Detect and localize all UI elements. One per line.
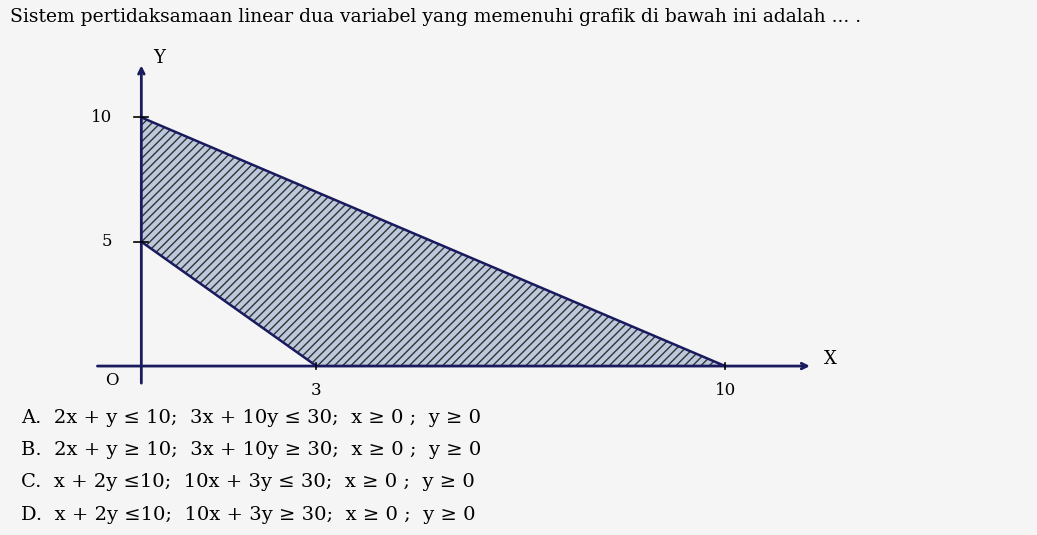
Text: Y: Y bbox=[152, 49, 165, 67]
Text: X: X bbox=[823, 349, 837, 368]
Text: D.  x + 2y ≤10;  10x + 3y ≥ 30;  x ≥ 0 ;  y ≥ 0: D. x + 2y ≤10; 10x + 3y ≥ 30; x ≥ 0 ; y … bbox=[21, 506, 475, 524]
Text: 3: 3 bbox=[311, 382, 321, 399]
Text: Sistem pertidaksamaan linear dua variabel yang memenuhi grafik di bawah ini adal: Sistem pertidaksamaan linear dua variabe… bbox=[10, 8, 862, 26]
Text: A.  2x + y ≤ 10;  3x + 10y ≤ 30;  x ≥ 0 ;  y ≥ 0: A. 2x + y ≤ 10; 3x + 10y ≤ 30; x ≥ 0 ; y… bbox=[21, 409, 481, 427]
Polygon shape bbox=[141, 117, 725, 366]
Text: 5: 5 bbox=[102, 233, 112, 250]
Text: 10: 10 bbox=[91, 109, 112, 126]
Text: C.  x + 2y ≤10;  10x + 3y ≤ 30;  x ≥ 0 ;  y ≥ 0: C. x + 2y ≤10; 10x + 3y ≤ 30; x ≥ 0 ; y … bbox=[21, 473, 475, 492]
Text: 10: 10 bbox=[714, 382, 736, 399]
Text: O: O bbox=[106, 372, 119, 389]
Text: B.  2x + y ≥ 10;  3x + 10y ≥ 30;  x ≥ 0 ;  y ≥ 0: B. 2x + y ≥ 10; 3x + 10y ≥ 30; x ≥ 0 ; y… bbox=[21, 441, 481, 460]
